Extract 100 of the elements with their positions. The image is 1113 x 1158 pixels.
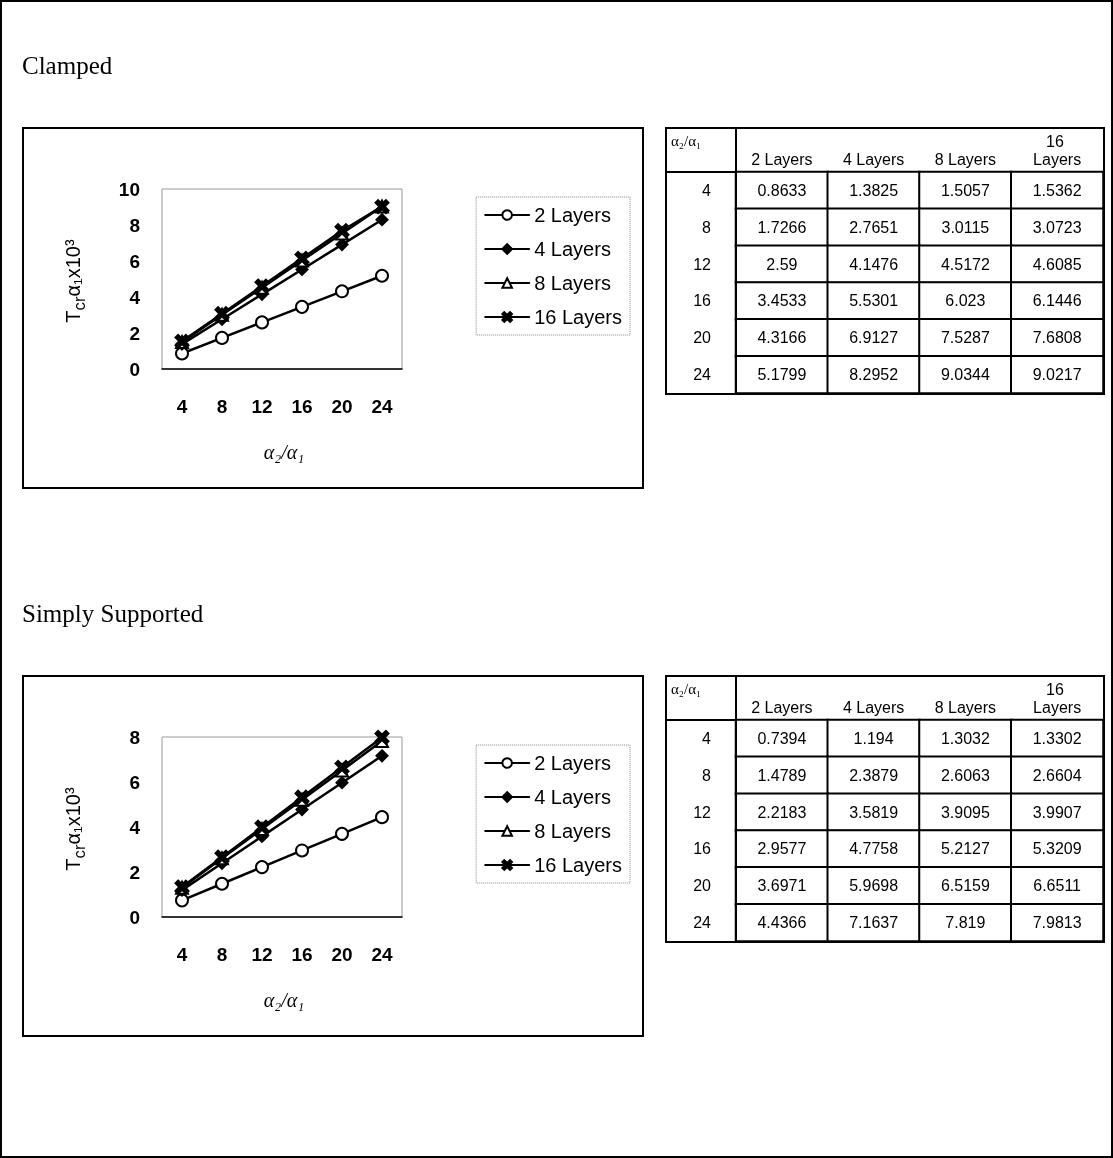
y-tick-label: 8 xyxy=(129,726,140,748)
data-label: 4.5172 xyxy=(940,255,990,273)
data-label: 9.0344 xyxy=(940,366,990,384)
data-label: 9.0217 xyxy=(1032,366,1082,384)
data-label: 3.9907 xyxy=(1032,803,1082,821)
data-label: 7.6808 xyxy=(1032,329,1082,347)
data-label: 2.59 xyxy=(766,255,798,273)
data-label: 4.6085 xyxy=(1032,255,1082,273)
y-tick-label: 8 xyxy=(702,766,712,784)
data-label: 3.9095 xyxy=(940,803,990,821)
data-label: 6.5159 xyxy=(940,877,990,895)
y-tick-label: 2 xyxy=(129,322,140,344)
data-label: 2.9577 xyxy=(757,840,807,858)
data-label: 7.9813 xyxy=(1032,914,1082,932)
y-tick-label: 12 xyxy=(693,255,712,273)
y-tick-label: 4 xyxy=(129,286,141,308)
x-tick-label: 8 Layers xyxy=(934,150,997,168)
data-label: 1.3302 xyxy=(1032,729,1082,747)
data-label: 5.3209 xyxy=(1032,840,1082,858)
y-tick-label: 8 xyxy=(702,218,712,236)
x-tick-label: 24 xyxy=(371,396,393,417)
y-tick-label: 4 xyxy=(702,181,712,199)
data-label: 1.5362 xyxy=(1032,181,1082,199)
legend-label: 8 Layers xyxy=(534,820,611,842)
y-tick-label: 16 xyxy=(693,840,712,858)
data-label: 6.6511 xyxy=(1033,877,1082,895)
x-tick-label: 4 Layers xyxy=(842,150,905,168)
data-label: 1.3825 xyxy=(849,181,899,199)
x-tick-label: 12 xyxy=(251,944,273,965)
data-label: 3.6971 xyxy=(757,877,807,895)
x-tick-label: 4 Layers xyxy=(842,698,905,716)
y-tick-label: 16 xyxy=(693,292,712,310)
data-label: 3.5819 xyxy=(849,803,899,821)
data-label: 2.6063 xyxy=(940,766,990,784)
chart-title: Clamped xyxy=(22,52,113,80)
y-tick-label: 20 xyxy=(693,877,712,895)
data-label: 4.4366 xyxy=(757,914,807,932)
data-label: 6.1446 xyxy=(1032,292,1082,310)
data-label: 4.1476 xyxy=(849,255,899,273)
y-tick-label: 12 xyxy=(693,803,712,821)
data-label: 1.194 xyxy=(853,729,894,747)
y-tick-label: 24 xyxy=(693,914,712,932)
data-label: 0.7394 xyxy=(757,729,807,747)
x-tick-label: 20 xyxy=(331,396,353,417)
x-axis-title: α₂/α₁ xyxy=(671,681,702,698)
x-tick-label: 8 xyxy=(216,396,228,417)
data-label: 2.2183 xyxy=(757,803,807,821)
data-label: 1.5057 xyxy=(940,181,990,199)
data-label: 6.9127 xyxy=(849,329,899,347)
data-label: 7.1637 xyxy=(849,914,899,932)
x-tick-label: 8 Layers xyxy=(934,698,997,716)
y-tick-label: 8 xyxy=(129,214,140,236)
y-tick-label: 24 xyxy=(693,366,712,384)
data-label: 5.5301 xyxy=(849,292,899,310)
y-tick-label: 6 xyxy=(129,771,140,793)
data-label: 0.8633 xyxy=(757,181,807,199)
x-tick-label: 2 Layers xyxy=(751,698,813,716)
chart-title: Simply Supported xyxy=(22,600,204,628)
data-label: 6.023 xyxy=(945,292,986,310)
x-tick-label: 20 xyxy=(331,944,353,965)
legend-label: 16 Layers xyxy=(534,854,623,876)
x-tick-label: 2 Layers xyxy=(751,150,813,168)
data-label: 3.0723 xyxy=(1032,218,1082,236)
data-label: 7.5287 xyxy=(940,329,990,347)
legend-label: 8 Layers xyxy=(534,272,611,294)
data-label: 2.6604 xyxy=(1032,766,1082,784)
y-tick-label: 20 xyxy=(693,329,712,347)
data-label: 5.9698 xyxy=(849,877,899,895)
x-tick-label: 4 xyxy=(176,396,188,417)
data-label: 3.4533 xyxy=(757,292,807,310)
data-label: 8.2952 xyxy=(849,366,899,384)
y-tick-label: 4 xyxy=(702,729,712,747)
data-label: 5.2127 xyxy=(940,840,990,858)
y-tick-label: 4 xyxy=(129,816,141,838)
x-tick-label: 12 xyxy=(251,396,273,417)
legend-label: 4 Layers xyxy=(534,238,611,260)
data-label: 4.7758 xyxy=(849,840,899,858)
x-tick-label: 8 xyxy=(216,944,228,965)
data-label: 5.1799 xyxy=(757,366,807,384)
x-axis-title: α₂/α₁ xyxy=(671,133,702,150)
y-tick-label: 6 xyxy=(129,250,140,272)
data-label: 7.819 xyxy=(945,914,986,932)
data-label: 3.0115 xyxy=(941,218,990,236)
data-label: 2.7651 xyxy=(849,218,899,236)
legend-label: 2 Layers xyxy=(534,752,611,774)
x-tick-label: 16 xyxy=(291,396,313,417)
data-label: 2.3879 xyxy=(849,766,899,784)
legend-label: 2 Layers xyxy=(534,204,611,226)
y-tick-label: 10 xyxy=(118,178,140,200)
data-label: 1.4789 xyxy=(757,766,807,784)
data-label: 1.7266 xyxy=(757,218,807,236)
x-tick-label: 16 Layers xyxy=(1033,132,1082,168)
y-tick-label: 0 xyxy=(129,358,140,380)
legend-label: 16 Layers xyxy=(534,306,623,328)
y-tick-label: 2 xyxy=(129,861,140,883)
y-tick-label: 0 xyxy=(129,906,140,928)
data-label: 1.3032 xyxy=(940,729,990,747)
x-tick-label: 16 xyxy=(291,944,313,965)
x-tick-label: 4 xyxy=(176,944,188,965)
x-tick-label: 24 xyxy=(371,944,393,965)
